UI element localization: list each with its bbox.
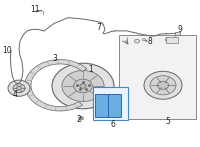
- Circle shape: [142, 39, 146, 41]
- Bar: [166, 37, 178, 43]
- Circle shape: [150, 76, 176, 95]
- Text: 5: 5: [166, 117, 170, 126]
- Text: 3: 3: [53, 54, 57, 63]
- Bar: [119, 35, 196, 119]
- Bar: [175, 32, 180, 35]
- Circle shape: [173, 37, 177, 40]
- Bar: [108, 94, 121, 117]
- Circle shape: [157, 81, 169, 89]
- Circle shape: [17, 86, 21, 90]
- Text: 9: 9: [178, 25, 182, 34]
- Text: 6: 6: [111, 120, 115, 129]
- Text: 2: 2: [77, 115, 81, 124]
- Text: 1: 1: [89, 65, 93, 74]
- Bar: [95, 94, 109, 117]
- Bar: [93, 87, 128, 120]
- Circle shape: [74, 79, 92, 93]
- Text: 10: 10: [2, 46, 12, 55]
- Polygon shape: [25, 60, 87, 111]
- Circle shape: [52, 63, 114, 109]
- Circle shape: [79, 117, 83, 120]
- Text: 11: 11: [30, 5, 40, 14]
- Circle shape: [8, 80, 30, 96]
- Circle shape: [144, 71, 182, 99]
- Circle shape: [13, 84, 25, 93]
- Text: 4: 4: [13, 90, 17, 99]
- Circle shape: [135, 39, 139, 43]
- Text: 7: 7: [97, 23, 101, 32]
- Text: 8: 8: [148, 37, 152, 46]
- Circle shape: [62, 71, 104, 101]
- Circle shape: [80, 84, 86, 88]
- Circle shape: [169, 40, 173, 43]
- Circle shape: [165, 38, 171, 42]
